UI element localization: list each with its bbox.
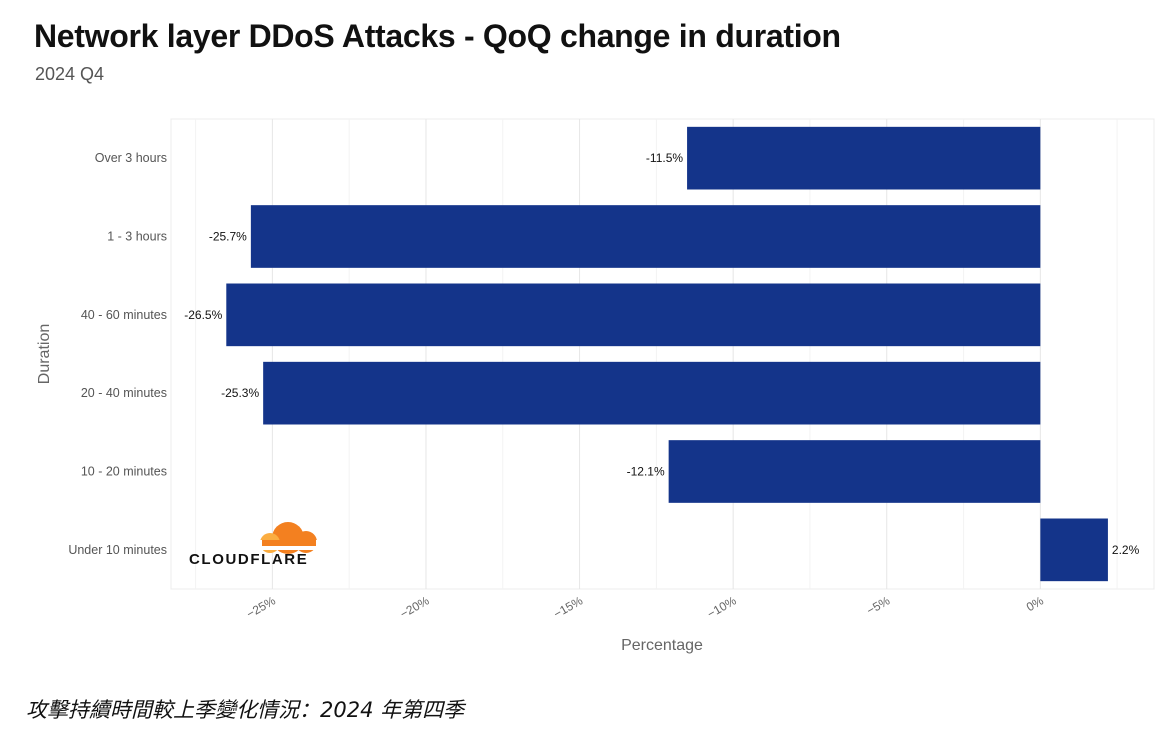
figure-caption: 攻擊持續時間較上季變化情況：2024 年第四季 [26, 698, 465, 722]
y-axis-ticks: Over 3 hours 1 - 3 hours 40 - 60 minutes 20… [68, 151, 167, 557]
cloud-icon [258, 522, 320, 554]
cloudflare-logo: CLOUDFLARE [189, 522, 320, 568]
x-tick-label: −25% [244, 593, 278, 621]
x-tick-label: −10% [705, 593, 739, 621]
y-tick-label: Under 10 minutes [68, 543, 167, 557]
y-axis-title: Duration [36, 324, 53, 384]
bar-value-label: -26.5% [184, 308, 222, 322]
bar [226, 283, 1041, 347]
bar-value-label: -11.5% [646, 151, 683, 165]
y-tick-label: 20 - 40 minutes [81, 386, 167, 400]
x-tick-label: −15% [551, 593, 585, 621]
grid-lines [195, 119, 1118, 589]
y-tick-label: 40 - 60 minutes [81, 308, 167, 322]
y-tick-label: 1 - 3 hours [107, 230, 167, 244]
bar [668, 440, 1041, 503]
bar [1040, 518, 1108, 582]
y-tick-label: Over 3 hours [95, 151, 167, 165]
x-axis-title: Percentage [621, 637, 703, 654]
bar-value-label: 2.2% [1112, 543, 1140, 557]
chart-title: Network layer DDoS Attacks - QoQ change … [34, 18, 841, 54]
bar-value-label: -25.7% [209, 230, 247, 244]
bar [263, 361, 1041, 425]
ddos-duration-chart: -11.5% -25.7% -26.5% -25.3% -12.1% 2.2% Over … [36, 118, 1155, 654]
bar [687, 126, 1041, 190]
x-tick-label: −5% [864, 593, 892, 617]
y-tick-label: 10 - 20 minutes [81, 465, 167, 479]
bars [226, 126, 1108, 582]
bar-value-label: -25.3% [221, 386, 259, 400]
bar [250, 205, 1041, 268]
chart-subtitle: 2024 Q4 [35, 64, 105, 84]
x-tick-label: 0% [1024, 593, 1046, 614]
plot-frame [170, 118, 1155, 590]
cloudflare-logo-text: CLOUDFLARE [189, 551, 308, 568]
bar-labels: -11.5% -25.7% -26.5% -25.3% -12.1% 2.2% [184, 151, 1139, 557]
x-axis-ticks: −25% −20% −15% −10% −5% 0% [244, 593, 1046, 621]
x-tick-label: −20% [398, 593, 432, 621]
bar-value-label: -12.1% [627, 465, 665, 479]
